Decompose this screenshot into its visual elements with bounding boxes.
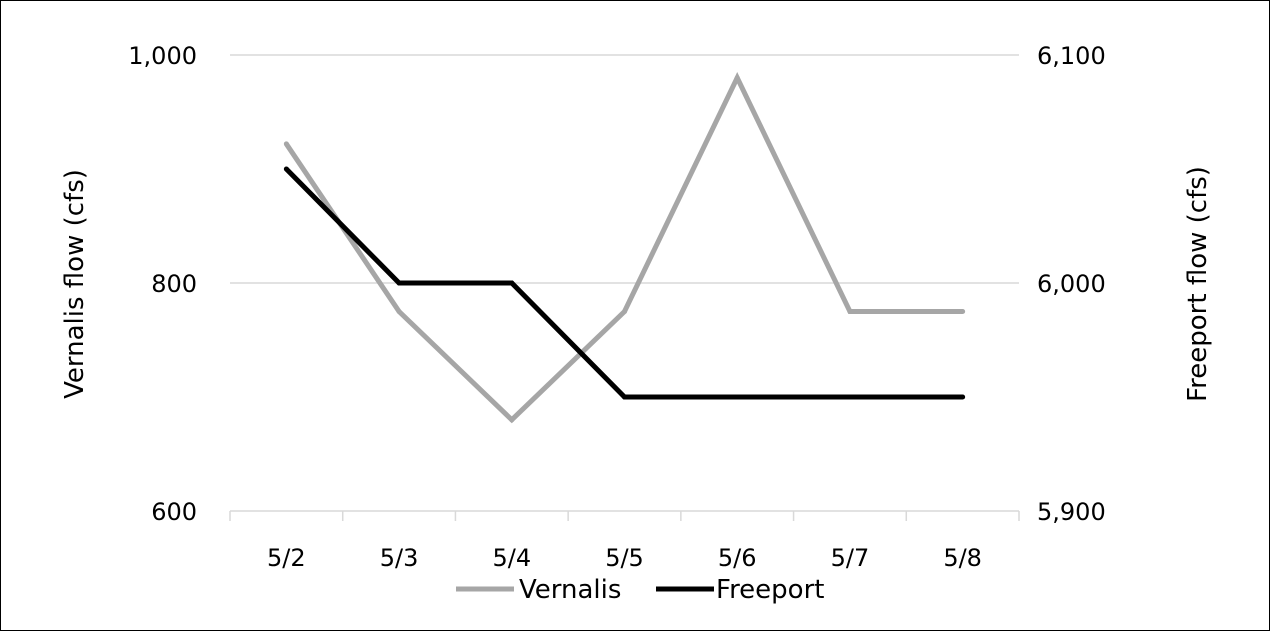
x-tick-label: 5/4	[492, 544, 531, 572]
x-tick-label: 5/5	[605, 544, 644, 572]
left-y-tick-label: 800	[151, 270, 197, 298]
vernalis-data-point	[734, 75, 740, 81]
legend-label-vernalis: Vernalis	[519, 575, 621, 605]
freeport-data-point	[396, 280, 402, 286]
x-tick-label: 5/2	[267, 544, 306, 572]
freeport-data-point	[622, 394, 627, 400]
freeport-data-point	[960, 394, 966, 400]
x-tick-label: 5/6	[718, 544, 757, 572]
legend-label-freeport: Freeport	[716, 575, 824, 605]
right-y-tick-label: 5,900	[1037, 498, 1106, 526]
gridlines	[230, 54, 1019, 284]
right-y-tick-label: 6,000	[1037, 270, 1106, 298]
left-y-tick-label: 600	[151, 498, 197, 526]
right-axis-title: Freeport flow (cfs)	[1183, 166, 1213, 402]
left-y-tick-labels: 600 800 1,000	[128, 42, 197, 526]
vernalis-data-point	[847, 309, 853, 314]
vernalis-data-point	[960, 309, 966, 314]
x-tick-label: 5/7	[831, 544, 870, 572]
legend: Vernalis Freeport	[456, 575, 824, 605]
x-tick-label: 5/8	[943, 544, 982, 572]
vernalis-data-point	[283, 141, 289, 147]
freeport-data-point	[509, 280, 515, 286]
series-layer	[283, 72, 966, 424]
vernalis-data-point	[396, 309, 402, 314]
freeport-data-point	[283, 166, 289, 172]
left-axis-title: Vernalis flow (cfs)	[60, 169, 90, 399]
vernalis-series-line	[284, 72, 963, 424]
right-y-tick-label: 6,100	[1037, 42, 1106, 70]
right-y-tick-labels: 5,900 6,000 6,100	[1037, 42, 1106, 526]
vernalis-data-point	[509, 417, 515, 423]
vernalis-data-point	[622, 309, 627, 314]
left-y-tick-label: 1,000	[128, 42, 197, 70]
x-axis: 5/2 5/3 5/4 5/5 5/6 5/7 5/8	[229, 510, 1020, 572]
freeport-data-point	[734, 394, 740, 400]
freeport-data-point	[847, 394, 853, 400]
x-tick-label: 5/3	[380, 544, 419, 572]
